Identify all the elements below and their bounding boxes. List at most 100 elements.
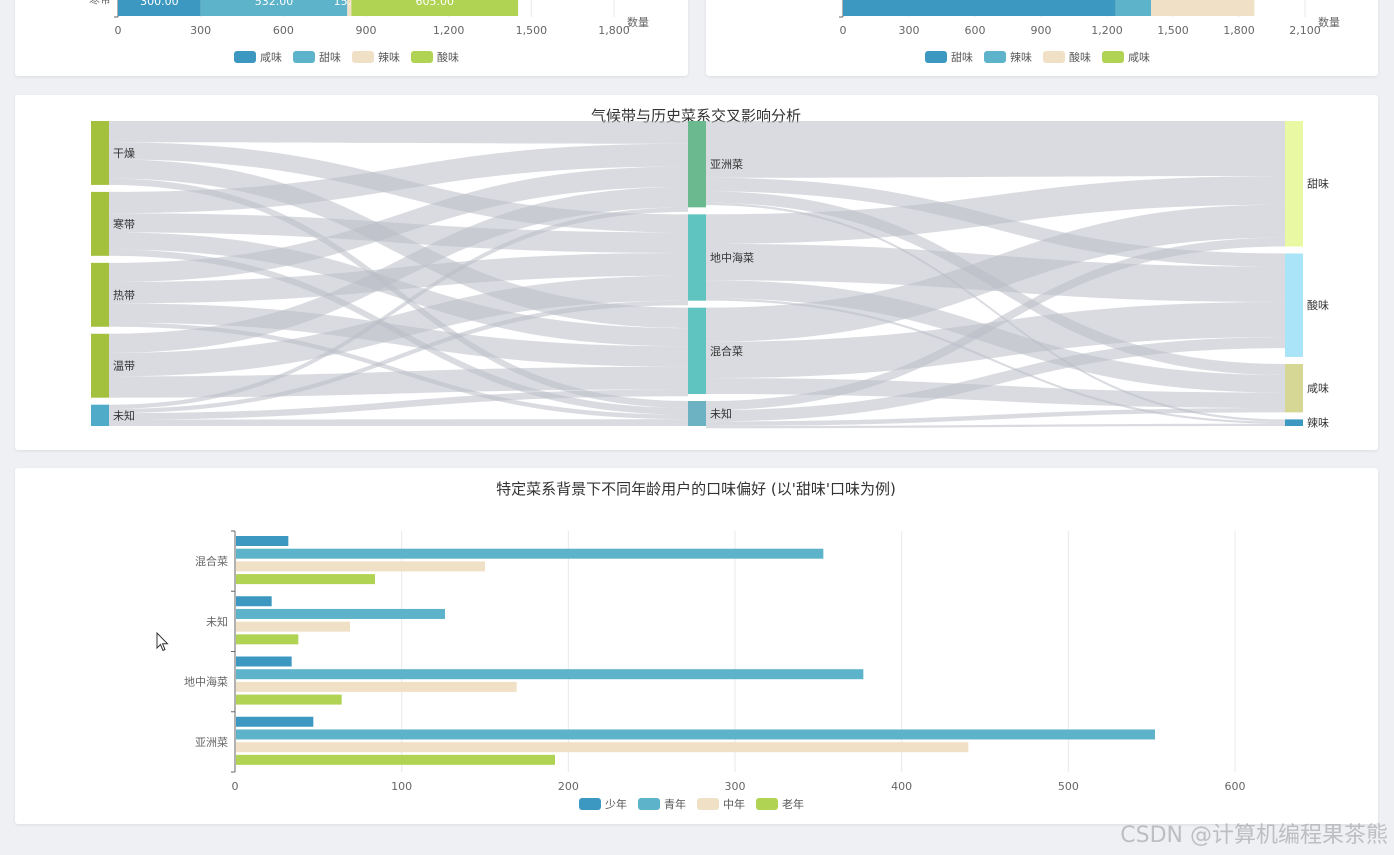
top-right-legend-swatch — [984, 51, 1006, 63]
sankey-node — [688, 307, 706, 395]
sankey-link — [109, 207, 688, 409]
top-left-x-tick-label: 1,500 — [516, 24, 548, 37]
top-right-legend-swatch — [1043, 51, 1065, 63]
age-taste-x-tick-label: 200 — [558, 780, 579, 793]
sankey-title: 气候带与历史菜系交叉影响分析 — [591, 107, 801, 125]
sankey-link — [109, 143, 688, 214]
top-left-bar-segment — [351, 0, 519, 16]
top-left-x-tick-label: 300 — [190, 24, 211, 37]
age-taste-bar — [236, 754, 555, 765]
age-taste-bar — [236, 681, 517, 692]
top-left-legend-swatch — [293, 51, 315, 63]
sankey-link — [109, 121, 688, 144]
sankey-node-label: 寒带 — [113, 217, 135, 231]
age-taste-x-tick-label: 500 — [1058, 780, 1079, 793]
top-right-x-tick-label: 900 — [1031, 24, 1052, 37]
sankey-node-label: 未知 — [710, 407, 732, 421]
age-taste-legend-item: 少年 — [579, 797, 627, 811]
sankey-node — [1285, 253, 1303, 357]
top-right-legend-item: 甜味 — [925, 51, 973, 64]
top-right-legend-label: 甜味 — [951, 51, 973, 64]
age-taste-bar — [236, 596, 272, 607]
mouse-cursor-icon — [156, 631, 169, 652]
top-left-bar-segment — [347, 0, 352, 16]
age-taste-legend-label: 中年 — [723, 797, 745, 811]
age-taste-bar — [236, 656, 292, 667]
sankey-node-label: 地中海菜 — [710, 251, 754, 265]
sankey-node — [91, 404, 109, 426]
top-right-legend-label: 咸味 — [1128, 51, 1150, 64]
top-left-legend-item: 辣味 — [352, 50, 400, 64]
top-right-x-tick-label: 600 — [965, 24, 986, 37]
sankey-link — [706, 423, 1285, 429]
sankey-link — [706, 301, 1285, 379]
top-left-legend-item: 咸味 — [234, 51, 282, 64]
top-left-bar-segment — [200, 0, 348, 16]
top-right-legend-swatch — [925, 51, 947, 63]
top-left-y-category-label: 寒带 — [89, 0, 111, 6]
age-taste-y-category-label: 未知 — [206, 614, 228, 628]
top-left-x-tick-label: 0 — [115, 24, 122, 37]
sankey-node-label: 干燥 — [113, 147, 135, 160]
age-taste-bar — [236, 608, 445, 619]
sankey-link — [109, 419, 688, 426]
age-taste-legend-swatch — [638, 798, 660, 810]
sankey-link — [706, 237, 1285, 411]
sankey-link — [706, 204, 1285, 342]
top-right-x-axis-name: 数量 — [1318, 16, 1340, 29]
age-taste-legend-label: 青年 — [664, 797, 686, 811]
top-right-x-tick-label: 1,200 — [1091, 24, 1123, 37]
top-left-legend-swatch — [352, 51, 374, 63]
watermark: CSDN @计算机编程果茶熊 — [1120, 823, 1388, 848]
top-right-x-tick-label: 1,800 — [1223, 24, 1255, 37]
top-left-legend-label: 甜味 — [319, 51, 341, 64]
top-right-legend-label: 辣味 — [1010, 50, 1032, 64]
top-left-x-tick-label: 1,800 — [598, 24, 630, 37]
top-left-legend-item: 甜味 — [293, 51, 341, 64]
age-taste-y-category-label: 地中海菜 — [184, 675, 228, 689]
age-taste-bar — [236, 634, 299, 645]
age-taste-bar — [236, 536, 289, 546]
top-right-x-tick-label: 2,100 — [1289, 24, 1321, 37]
top-right-legend-item: 咸味 — [1102, 51, 1150, 64]
top-left-bar-value-label: 300.00 — [140, 0, 179, 8]
sankey-node — [1285, 121, 1303, 247]
top-right-bar-segment — [1151, 0, 1255, 16]
age-taste-legend-item: 青年 — [638, 797, 686, 811]
sankey-link — [109, 275, 688, 377]
top-right-legend-item: 辣味 — [984, 50, 1032, 64]
age-taste-bar — [236, 574, 375, 585]
top-right-x-tick-label: 0 — [840, 24, 847, 37]
sankey-link — [706, 337, 1285, 422]
sankey-link — [109, 159, 688, 329]
top-left-x-tick-label: 1,200 — [433, 24, 465, 37]
sankey-link — [706, 121, 1285, 178]
age-taste-legend-label: 老年 — [782, 797, 804, 811]
sankey-node — [91, 262, 109, 327]
sankey-node — [1285, 419, 1303, 426]
top-left-x-tick-label: 900 — [356, 24, 377, 37]
sankey-node-label: 酸味 — [1307, 298, 1329, 312]
age-taste-bar — [236, 742, 969, 753]
age-taste-y-category-label: 混合菜 — [195, 554, 228, 568]
top-right-x-tick-label: 1,500 — [1157, 24, 1189, 37]
top-left-bar-segment — [118, 0, 201, 16]
age-taste-bar — [236, 669, 864, 680]
age-taste-x-tick-label: 400 — [891, 780, 912, 793]
age-taste-legend-swatch — [697, 798, 719, 810]
top-right-legend-label: 酸味 — [1069, 50, 1091, 64]
top-left-x-tick-label: 600 — [273, 24, 294, 37]
sankey-node-label: 未知 — [113, 408, 135, 422]
age-taste-x-tick-label: 0 — [232, 780, 239, 793]
sankey-node — [688, 401, 706, 426]
top-left-legend-label: 辣味 — [378, 50, 400, 64]
age-taste-legend-swatch — [756, 798, 778, 810]
sankey-link — [706, 202, 1285, 422]
top-left-chart-card: 0 300 600 900 1,200 1,500 1,800 300.00 532.00 15.… — [15, 0, 688, 76]
sankey-link — [109, 300, 688, 414]
sankey-node — [1285, 363, 1303, 413]
age-taste-bar — [236, 716, 314, 727]
age-taste-bar — [236, 694, 342, 705]
age-taste-bar — [236, 548, 824, 559]
